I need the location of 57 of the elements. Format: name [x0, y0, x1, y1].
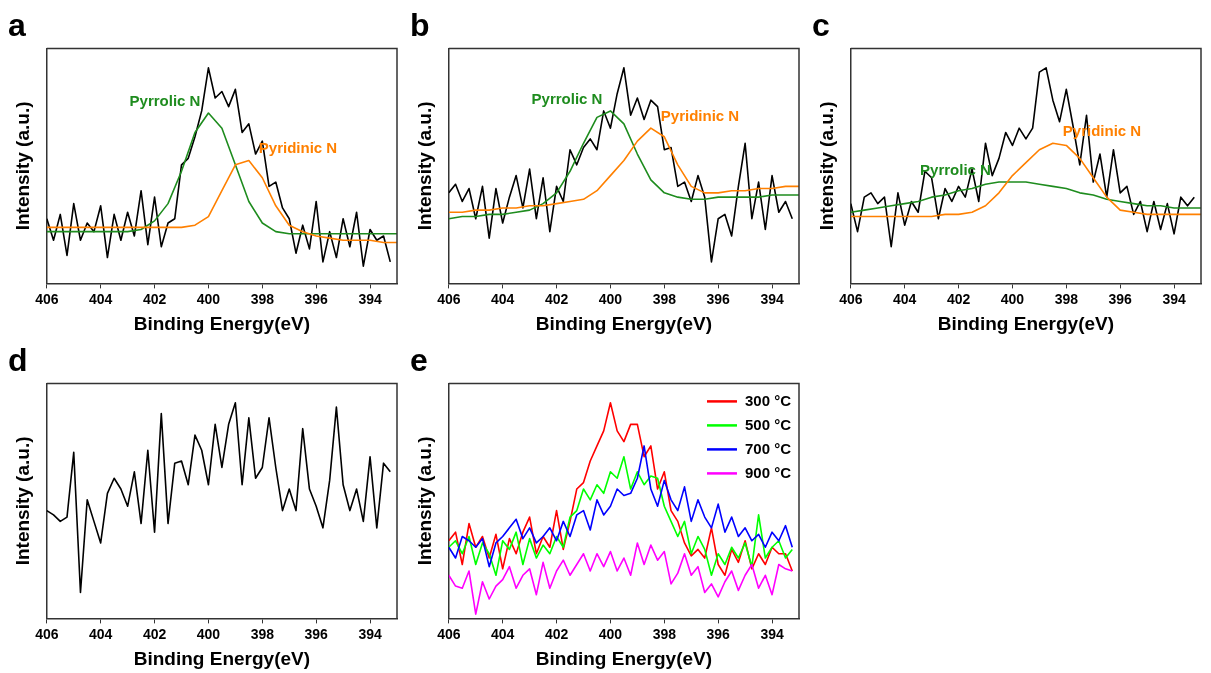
- x-tick-label: 394: [358, 625, 382, 642]
- x-tick-label: 404: [893, 290, 917, 307]
- x-tick-label: 394: [760, 625, 784, 642]
- x-tick-label: 398: [1054, 290, 1079, 307]
- x-tick-label: 406: [35, 290, 59, 307]
- y-axis-title: Intensity (a.u.): [11, 101, 33, 231]
- x-axis-title: Binding Energy(eV): [535, 647, 713, 669]
- x-tick-label: 404: [491, 625, 515, 642]
- x-tick-label: 402: [142, 290, 167, 307]
- x-tick-label: 400: [1000, 290, 1025, 307]
- y-axis-title: Intensity (a.u.): [413, 436, 435, 566]
- y-axis-title: Intensity (a.u.): [11, 436, 33, 566]
- x-tick-label: 406: [437, 625, 461, 642]
- x-tick-label: 400: [196, 290, 221, 307]
- legend-label: 700 °C: [744, 439, 792, 457]
- chart-title: b: [410, 7, 430, 44]
- legend-label: 900 °C: [744, 463, 792, 481]
- x-tick-label: 406: [437, 290, 461, 307]
- x-tick-label: 396: [706, 290, 731, 307]
- chart-title: a: [8, 7, 26, 44]
- x-axis-title: Binding Energy(eV): [937, 312, 1115, 334]
- x-tick-label: 402: [544, 290, 569, 307]
- x-tick-label: 402: [946, 290, 971, 307]
- x-tick-label: 394: [358, 290, 382, 307]
- legend-label: 500 °C: [744, 415, 792, 433]
- chart-title: c: [812, 7, 830, 44]
- x-tick-label: 398: [652, 290, 677, 307]
- x-tick-label: 400: [196, 625, 221, 642]
- y-axis-title: Intensity (a.u.): [815, 101, 837, 231]
- x-axis-title: Binding Energy(eV): [535, 312, 713, 334]
- x-tick-label: 396: [1108, 290, 1133, 307]
- x-axis-title: Binding Energy(eV): [133, 647, 311, 669]
- x-tick-label: 394: [1162, 290, 1186, 307]
- x-tick-label: 406: [839, 290, 863, 307]
- x-tick-label: 394: [760, 290, 784, 307]
- x-tick-label: 404: [89, 290, 113, 307]
- x-tick-label: 400: [598, 290, 623, 307]
- x-tick-label: 402: [544, 625, 569, 642]
- x-tick-label: 402: [142, 625, 167, 642]
- x-tick-label: 400: [598, 625, 623, 642]
- x-axis-title: Binding Energy(eV): [133, 312, 311, 334]
- x-tick-label: 396: [304, 290, 329, 307]
- y-axis-title: Intensity (a.u.): [413, 101, 435, 231]
- legend-label: 300 °C: [744, 391, 792, 409]
- series-label: Pyridinic N: [660, 106, 740, 124]
- x-tick-label: 406: [35, 625, 59, 642]
- x-tick-label: 396: [706, 625, 731, 642]
- series-label: Pyrrolic N: [129, 91, 201, 109]
- x-tick-label: 398: [250, 625, 275, 642]
- x-tick-label: 398: [250, 290, 275, 307]
- x-tick-label: 404: [89, 625, 113, 642]
- chart-title: d: [8, 342, 28, 379]
- chart-title: e: [410, 342, 428, 379]
- x-tick-label: 398: [652, 625, 677, 642]
- x-tick-label: 404: [491, 290, 515, 307]
- x-tick-label: 396: [304, 625, 329, 642]
- series-label: Pyrrolic N: [531, 89, 603, 107]
